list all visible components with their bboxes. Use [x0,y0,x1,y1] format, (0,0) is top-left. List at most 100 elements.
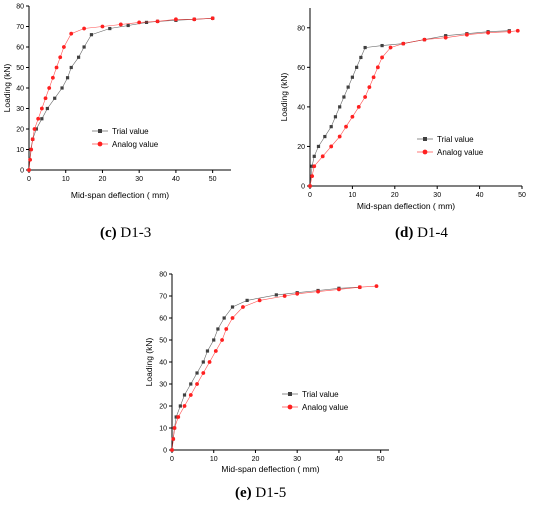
data-point-trial-e [274,293,278,297]
chart-d: 0 10 20 30 40 50 0 20 40 60 80 Mid-span deflection … [279,8,526,211]
y-axis-title-d: Loading (kN) [279,73,289,122]
y-tick-label-e: 10 [159,426,167,433]
y-tick-label-e: 0 [163,448,167,455]
data-point-analog-c [174,17,178,22]
y-tick-label-c: 0 [20,168,24,175]
legend-marker-analog-e [287,404,293,410]
data-point-trial-e [222,316,226,320]
data-point-analog-e [201,371,206,375]
data-point-analog-e [176,415,181,419]
data-point-trial-d [342,95,346,99]
data-point-analog-d [363,95,368,99]
x-tick-label-d: 20 [391,192,399,199]
data-point-analog-c [118,22,123,27]
caption-label-c: (c) [100,225,117,241]
data-point-trial-e [189,382,193,386]
data-point-analog-c [69,31,74,36]
series-line-e-0 [171,286,360,451]
data-point-analog-c [29,147,34,152]
data-point-analog-d [380,55,384,60]
legend-label-d-1: Analog value [437,148,484,157]
data-point-trial-c [108,26,112,31]
data-point-analog-c [100,24,105,29]
x-tick-label-e: 40 [335,456,343,463]
data-point-analog-c [82,26,86,31]
chart-c: 0 10 20 30 40 50 0 10 20 30 40 50 60 70 80 Mid-span def… [2,4,231,200]
data-point-analog-e [337,287,341,292]
data-point-analog-c [50,75,55,80]
x-tick-label-e: 30 [293,456,301,463]
data-point-analog-c [30,137,35,142]
x-tick-label-c: 20 [99,176,107,183]
y-tick-label-d: 20 [297,144,305,151]
data-point-analog-e [172,426,177,430]
data-point-analog-e [257,298,262,303]
data-point-analog-c [155,19,160,24]
x-tick-label-e: 0 [170,456,174,463]
x-tick-label-c: 10 [62,176,70,183]
data-point-analog-e [295,291,300,296]
data-point-analog-e [170,448,174,452]
caption-text-d: D1-4 [417,225,448,241]
data-point-trial-e [205,349,210,353]
data-point-trial-e [216,327,220,331]
series-line-d-1 [309,30,518,187]
y-tick-label-c: 40 [16,86,24,93]
data-point-analog-d [329,144,334,149]
x-tick-label-e: 20 [252,456,260,463]
data-point-trial-c [82,45,86,49]
chart-panel-e: 0 10 20 30 40 50 0 10 20 30 40 50 60 70 80 Mid-span def… [140,260,420,509]
data-point-analog-e [241,305,245,309]
x-tick-label-d: 0 [308,192,312,199]
y-tick-label-d: 0 [301,184,305,191]
legend-marker-analog-c [97,141,103,147]
data-point-analog-e [188,393,193,397]
data-point-analog-c [28,157,33,162]
data-point-analog-e [213,349,218,353]
x-tick-label-d: 40 [476,192,484,199]
data-point-analog-e [282,294,287,298]
data-point-analog-d [356,104,361,109]
x-tick-label-d: 10 [349,192,357,199]
data-point-analog-c [54,65,59,70]
data-point-trial-c [45,106,49,111]
data-point-trial-c [53,96,57,100]
data-point-analog-d [310,174,315,179]
data-point-analog-d [320,154,325,159]
caption-label-e: (e) [235,485,252,501]
data-point-trial-c [40,117,44,121]
data-point-analog-d [371,75,376,80]
legend-label-e-0: Trial value [302,390,339,399]
y-tick-label-e: 40 [159,360,167,367]
data-point-trial-d [363,45,367,50]
data-point-analog-c [47,86,52,90]
data-point-trial-d [329,125,333,129]
y-axis-title-c: Loading (kN) [2,64,12,113]
x-tick-label-c: 50 [209,176,217,183]
data-point-analog-d [312,164,317,169]
x-tick-label-c: 30 [135,176,143,183]
legend-label-e-1: Analog value [302,403,349,412]
data-point-analog-e [171,437,176,441]
x-tick-label-c: 0 [27,176,31,183]
data-point-analog-d [515,28,520,33]
y-tick-label-c: 50 [16,65,24,72]
series-line-e-1 [171,285,377,451]
data-point-trial-c [89,33,94,37]
data-point-trial-e [201,360,205,364]
data-point-analog-d [388,45,393,50]
data-point-trial-e [245,298,249,302]
data-point-analog-d [443,35,448,40]
data-point-trial-e [174,415,178,419]
x-tick-label-d: 30 [433,192,441,199]
chart-panel-c: 0 10 20 30 40 50 0 10 20 30 40 50 60 70 80 Mid-span def… [0,0,260,250]
caption-e: (e) D1-5 [235,485,286,502]
y-tick-label-c: 70 [16,24,24,31]
data-point-analog-d [507,29,512,34]
data-point-trial-e [178,404,182,408]
data-point-analog-d [375,65,380,70]
y-tick-label-e: 70 [159,294,167,301]
x-tick-label-e: 10 [210,456,218,463]
y-tick-label-e: 80 [159,272,167,279]
y-tick-label-c: 30 [16,106,24,113]
